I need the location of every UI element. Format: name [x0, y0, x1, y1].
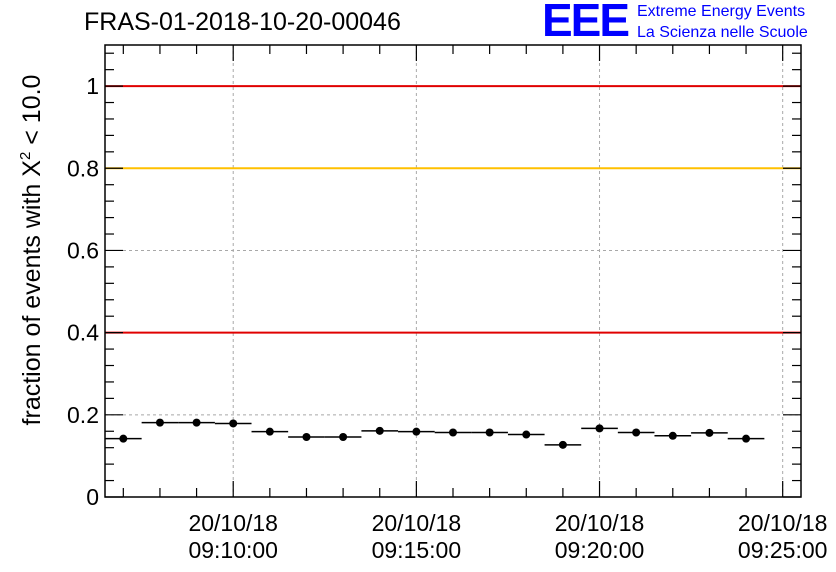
data-point [522, 430, 531, 439]
data-point [668, 431, 677, 440]
logo-mark: EEE [542, 0, 630, 46]
y-axis-label-superscript: 2 [17, 152, 34, 160]
y-tick-label: 0.6 [67, 237, 99, 263]
data-point [119, 434, 128, 443]
data-point [155, 418, 164, 427]
data-points [105, 418, 765, 449]
data-point [192, 418, 201, 427]
y-tick-labels: 0 0.2 0.4 0.6 0.8 1 [67, 73, 99, 510]
x-tick-label-date: 20/10/18 [188, 510, 278, 536]
x-tick-label-time: 09:10:00 [188, 537, 278, 563]
data-point [705, 428, 714, 437]
y-tick-label: 1 [86, 73, 99, 99]
logo-line-1: Extreme Energy Events [637, 3, 806, 20]
data-point [302, 433, 311, 442]
data-point [229, 419, 238, 428]
y-axis-label-suffix: < 10.0 [18, 75, 46, 152]
x-tick-label-date: 20/10/18 [738, 510, 828, 536]
chart-title: FRAS-01-2018-10-20-00046 [84, 8, 401, 36]
x-tick-label-time: 09:25:00 [738, 537, 828, 563]
y-axis-label: fraction of events with X2 < 10.0 [17, 75, 46, 426]
data-point [412, 427, 421, 436]
x-tick-label-time: 09:15:00 [372, 537, 462, 563]
logo-line-2: La Scienza nelle Scuole [637, 24, 808, 41]
y-axis-label-prefix: fraction of events with X [18, 160, 46, 426]
x-tick-label-date: 20/10/18 [372, 510, 462, 536]
y-tick-label: 0.2 [67, 402, 99, 428]
y-tick-label: 0.8 [67, 155, 99, 181]
axis-ticks [105, 45, 801, 498]
data-point [375, 426, 384, 435]
data-point [742, 434, 751, 443]
y-tick-label: 0.4 [67, 320, 99, 346]
reference-lines [105, 85, 801, 334]
data-point [632, 428, 641, 437]
data-point [265, 427, 274, 436]
eee-logo: EEE Extreme Energy Events La Scienza nel… [542, 0, 836, 46]
data-point [558, 440, 567, 449]
x-tick-labels: 20/10/1809:10:0020/10/1809:15:0020/10/18… [188, 510, 827, 563]
x-tick-label-date: 20/10/18 [555, 510, 645, 536]
data-point [485, 428, 494, 437]
x-tick-label-time: 09:20:00 [555, 537, 645, 563]
data-point [449, 428, 457, 437]
data-point [595, 424, 604, 433]
y-tick-label: 0 [86, 484, 99, 510]
data-point [339, 433, 348, 442]
